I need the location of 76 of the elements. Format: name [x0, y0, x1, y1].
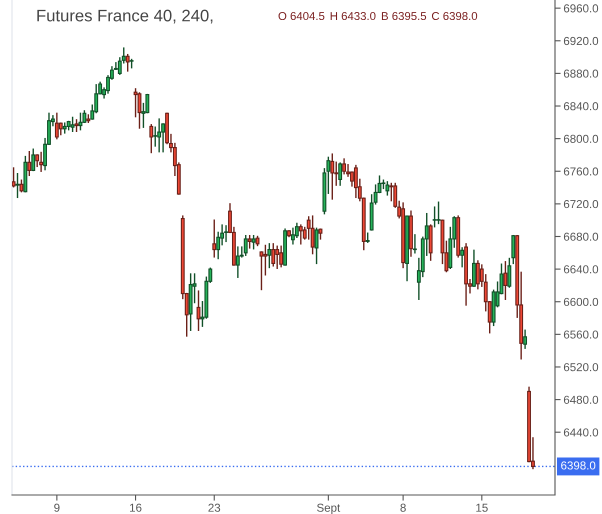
- candlestick: [126, 54, 130, 72]
- candlestick: [236, 246, 240, 278]
- y-tick-label: 6880.0: [564, 70, 598, 78]
- y-tick-label: 6800.0: [564, 134, 598, 143]
- candlestick: [507, 258, 512, 288]
- candlestick: [138, 92, 142, 129]
- annotation: C 6398.0: [432, 12, 478, 20]
- candlestick: [58, 122, 63, 136]
- y-tick-label: 6560.0: [564, 330, 598, 339]
- chart-title: Futures France 40, 240,: [37, 10, 212, 24]
- x-tick-label: 9: [54, 504, 60, 512]
- candlestick: [27, 150, 32, 176]
- candlestick: [271, 243, 276, 267]
- candlestick: [385, 181, 390, 196]
- y-tick-label: 6840.0: [564, 102, 598, 110]
- candlestick: [31, 148, 36, 172]
- y-tick-label: 6920.0: [564, 36, 598, 46]
- candlestick: [366, 232, 370, 243]
- x-tick-label: 16: [130, 504, 142, 512]
- candlestick: [157, 118, 162, 152]
- candlestick: [279, 246, 284, 268]
- x-tick-label: 8: [400, 504, 406, 512]
- candlestick: [460, 247, 464, 268]
- y-tick-label: 6600.0: [564, 298, 598, 306]
- candlestick: [248, 234, 252, 249]
- candlestick: [16, 173, 20, 198]
- candlestick: [354, 164, 358, 198]
- candlestick: [275, 246, 280, 269]
- candlestick: [196, 290, 200, 331]
- x-tick-label: Sept: [317, 504, 340, 514]
- candlestick: [472, 250, 476, 287]
- y-tick-label: 6960.0: [564, 4, 598, 12]
- candlestick: [503, 261, 508, 300]
- candlestick: [318, 228, 322, 240]
- candlestick: [244, 234, 248, 256]
- candlestick: [74, 119, 78, 132]
- candlestick: [412, 234, 417, 254]
- candlestick: [70, 116, 75, 132]
- candlestick: [39, 152, 44, 172]
- candlestick: [62, 122, 67, 134]
- y-tick-label: 6640.0: [564, 265, 598, 274]
- candlestick: [330, 153, 334, 200]
- candlestick: [298, 224, 303, 245]
- annotation: B 6395.5: [382, 12, 426, 20]
- candlestick: [153, 126, 158, 147]
- annotation: O 6404.5: [278, 12, 324, 20]
- y-tick-label: 6440.0: [564, 428, 598, 436]
- candlestick: [523, 330, 528, 349]
- ref-line-label: 6398.0: [561, 461, 596, 470]
- candlestick: [252, 234, 256, 250]
- y-tick-label: 6480.0: [564, 396, 598, 404]
- candlestick: [78, 112, 82, 130]
- candlestick: [212, 219, 216, 258]
- y-tick-label: 6720.0: [564, 200, 598, 208]
- candlestick: [511, 234, 516, 264]
- y-tick-label: 6680.0: [564, 232, 598, 241]
- candlestick: [263, 244, 268, 276]
- x-tick-label: 15: [476, 504, 488, 512]
- candlestick: [149, 124, 154, 154]
- y-tick-label: 6520.0: [564, 363, 598, 372]
- candlestick: [224, 225, 228, 242]
- annotation: H 6433.0: [330, 12, 376, 20]
- y-tick-label: 6760.0: [564, 167, 598, 176]
- candlestick: [20, 180, 24, 192]
- candlestick: [310, 215, 315, 254]
- candlestick: [476, 260, 480, 290]
- candlestick: [342, 158, 346, 174]
- candlestick: [54, 112, 59, 140]
- x-tick-label: 23: [208, 504, 220, 512]
- candlestick: [267, 243, 272, 268]
- candlestick: [432, 206, 437, 228]
- candlestick: [436, 202, 440, 224]
- candlestick: [12, 167, 16, 188]
- candlestick: [130, 58, 134, 68]
- candlestick: [314, 228, 318, 264]
- candlestick: [338, 162, 342, 186]
